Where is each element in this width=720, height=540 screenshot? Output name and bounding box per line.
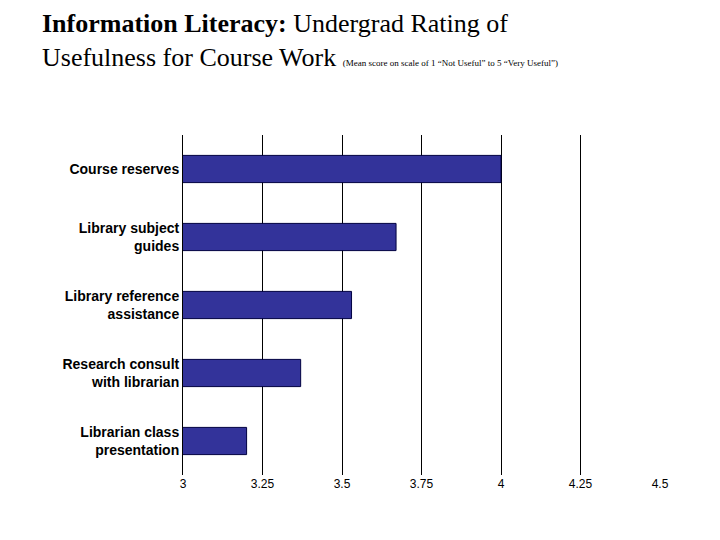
- svg-text:3.75: 3.75: [410, 477, 434, 491]
- svg-text:4: 4: [498, 477, 505, 491]
- svg-text:Course reserves: Course reserves: [69, 161, 179, 177]
- svg-text:4.5: 4.5: [652, 477, 669, 491]
- svg-text:Library subjectguides: Library subjectguides: [79, 220, 180, 254]
- svg-text:Library referenceassistance: Library referenceassistance: [65, 288, 180, 322]
- svg-text:Research consultwith librarian: Research consultwith librarian: [62, 356, 179, 390]
- svg-text:3: 3: [180, 477, 187, 491]
- svg-text:4.25: 4.25: [569, 477, 593, 491]
- svg-text:3.25: 3.25: [251, 477, 275, 491]
- svg-text:3.5: 3.5: [334, 477, 351, 491]
- svg-text:Information Literacy: Undergra: Information Literacy: Undergrad Rating o…: [42, 9, 558, 72]
- svg-text:Librarian classpresentation: Librarian classpresentation: [80, 424, 179, 458]
